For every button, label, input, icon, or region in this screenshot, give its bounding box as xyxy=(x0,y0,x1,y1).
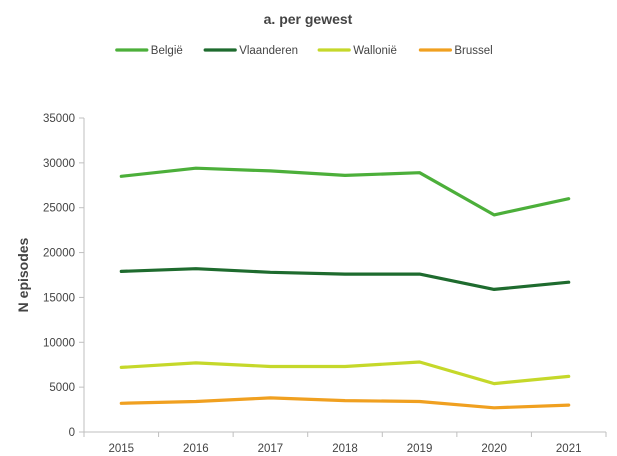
legend-label: België xyxy=(151,45,183,57)
series-group xyxy=(119,166,571,410)
y-tick-label: 15000 xyxy=(43,292,75,304)
legend-label: Vlaanderen xyxy=(239,45,298,57)
legend-item: Vlaanderen xyxy=(203,45,298,57)
y-tick-label: 35000 xyxy=(43,113,75,125)
legend-label: Wallonië xyxy=(353,45,397,57)
legend-item: Brussel xyxy=(418,45,493,57)
y-tick-label: 20000 xyxy=(43,248,75,260)
x-tick-label: 2018 xyxy=(332,443,358,455)
chart-title: a. per gewest xyxy=(264,11,353,27)
x-tick-label: 2020 xyxy=(481,443,507,455)
y-tick-label: 0 xyxy=(69,427,75,439)
legend-label: Brussel xyxy=(454,45,492,57)
x-tick-label: 2021 xyxy=(556,443,582,455)
x-tick-label: 2017 xyxy=(258,443,284,455)
series-line-belgi- xyxy=(119,166,571,217)
series-line-walloni- xyxy=(119,360,571,386)
series-line-vlaanderen xyxy=(119,267,571,291)
x-tick-label: 2015 xyxy=(108,443,134,455)
y-tick-label: 25000 xyxy=(43,203,75,215)
y-tick-label: 30000 xyxy=(43,158,75,170)
series-line-brussel xyxy=(119,396,571,410)
y-tick-label: 10000 xyxy=(43,337,75,349)
y-tick-label: 5000 xyxy=(49,382,75,394)
x-axis: 2015 2016 2017 2018 2019 2020 2021 xyxy=(83,431,607,455)
x-tick-label: 2016 xyxy=(183,443,209,455)
x-tick-label: 2019 xyxy=(407,443,433,455)
legend: België Vlaanderen Wallonië Brussel xyxy=(115,45,493,57)
legend-item: Wallonië xyxy=(317,45,397,57)
legend-item: België xyxy=(115,45,183,57)
y-axis-label: N episodes xyxy=(15,237,31,312)
y-axis: 0 5000 10000 15000 20000 25000 30000 35000 xyxy=(43,113,85,439)
